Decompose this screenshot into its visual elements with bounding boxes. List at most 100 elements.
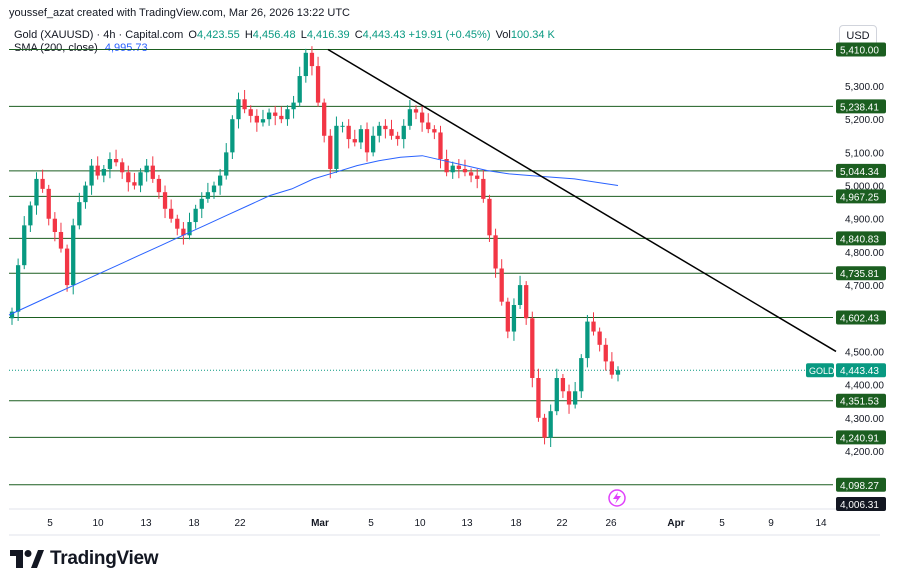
candle-body [591, 321, 596, 332]
level-tag [836, 310, 886, 325]
candle-body [389, 129, 394, 136]
current-price-label: 4,443.43 [840, 366, 879, 377]
level-label: 4,735.81 [840, 269, 879, 280]
candle-body [291, 102, 296, 110]
candle-body [585, 321, 590, 359]
candle-body [162, 192, 168, 209]
candle-body [609, 361, 615, 375]
y-tick-label: 4,700.00 [845, 281, 884, 292]
candle-body [377, 125, 382, 136]
candle-body [193, 208, 198, 223]
candle-body [573, 391, 578, 405]
x-tick-label: 10 [414, 518, 426, 529]
x-tick-label: 10 [92, 518, 104, 529]
candle-body [58, 232, 64, 249]
candle-body [89, 165, 94, 186]
candle-body [322, 102, 327, 136]
candle-body [481, 178, 486, 199]
chart-credit: youssef_azat created with TradingView.co… [9, 7, 350, 19]
close-label: C [354, 29, 363, 41]
candle-body [205, 192, 211, 199]
level-label: 5,410.00 [840, 46, 879, 57]
level-label: 4,098.27 [840, 481, 879, 492]
icons [608, 489, 626, 507]
candle-body [156, 178, 162, 193]
level-label: 5,238.41 [840, 102, 879, 113]
candle-body [107, 159, 113, 169]
candle-body [273, 112, 278, 116]
candle-body [517, 285, 523, 305]
candle-body [132, 182, 137, 186]
level-label: 4,240.91 [840, 433, 879, 444]
candle-body [340, 125, 345, 127]
volume-value: 100.34 K [510, 29, 555, 41]
candle-body [217, 175, 223, 186]
chart-legend: Gold (XAUUSD) · 4h · Capital.com O4,423.… [14, 29, 555, 55]
x-tick-label: 22 [556, 518, 568, 529]
brand-name: TradingView [50, 548, 159, 569]
level-tag [836, 99, 886, 114]
candle-body [438, 132, 443, 159]
sma-row: SMA (200, close) 4,995.73 [14, 42, 555, 55]
candle-body [138, 172, 143, 186]
candle-body [22, 225, 27, 266]
price-axis: 4,200.004,300.004,400.004,500.004,600.00… [9, 42, 886, 536]
current-symbol-label: GOLD [809, 366, 835, 376]
candle-body [260, 119, 266, 123]
candle-body [187, 222, 192, 236]
scale-min-tag [836, 497, 886, 511]
x-tick-label: 22 [234, 518, 246, 529]
open-value: 4,423.55 [196, 29, 240, 41]
x-tick-label: 18 [188, 518, 200, 529]
x-tick-label: Apr [667, 518, 684, 529]
y-tick-label: 4,500.00 [845, 347, 884, 358]
candle-body [505, 301, 510, 332]
candle-body [615, 370, 621, 375]
candle-body [266, 112, 272, 120]
candle-body [499, 268, 504, 302]
candle-body [236, 99, 241, 120]
y-tick-label: 4,300.00 [845, 414, 884, 425]
low-label: L [300, 29, 307, 41]
candle-body [95, 165, 100, 176]
candle-body [279, 115, 284, 120]
scale-min-label: 4,006.31 [840, 500, 879, 511]
candle-body [493, 235, 498, 269]
candle-body [566, 391, 572, 405]
candle-body [126, 172, 131, 183]
y-tick-label: 5,300.00 [845, 82, 884, 93]
candle-body [40, 178, 45, 189]
candle-body [352, 139, 357, 143]
sma-label[interactable]: SMA (200, close) [14, 42, 98, 54]
candle-body [462, 168, 468, 173]
candle-body [15, 265, 21, 312]
low-value: 4,416.39 [306, 29, 350, 41]
candle-body [456, 165, 461, 169]
x-tick-label: 5 [719, 518, 725, 529]
candle-body [536, 378, 541, 418]
y-tick-label: 5,200.00 [845, 115, 884, 126]
candle-body [199, 198, 204, 209]
currency-button[interactable]: USD [839, 25, 877, 48]
x-tick-label: Mar [311, 518, 329, 529]
volume-label: Vol [495, 29, 511, 41]
candle-body [52, 218, 57, 232]
candle-body [224, 152, 229, 176]
sma-line [8, 155, 619, 316]
close-value: 4,443.43 [362, 29, 406, 41]
x-tick-label: 13 [461, 518, 473, 529]
candle-body [297, 76, 302, 103]
candle-body [175, 218, 180, 229]
candle-body [28, 205, 33, 226]
candle-body [371, 135, 376, 153]
ohlc-row: Gold (XAUUSD) · 4h · Capital.com O4,423.… [14, 29, 555, 42]
candle-body [475, 175, 480, 179]
time-axis: 5 10 13 18 22 Mar 5 10 13 18 22 26 Apr 5 9 14 [47, 518, 827, 529]
candle-body [542, 417, 547, 438]
tradingview-logo[interactable]: TradingView [10, 548, 159, 570]
current-price-tag [836, 363, 886, 378]
candle-body [77, 202, 82, 226]
candle-body [101, 168, 106, 176]
symbol-title[interactable]: Gold (XAUUSD) · 4h · Capital.com [14, 29, 184, 41]
